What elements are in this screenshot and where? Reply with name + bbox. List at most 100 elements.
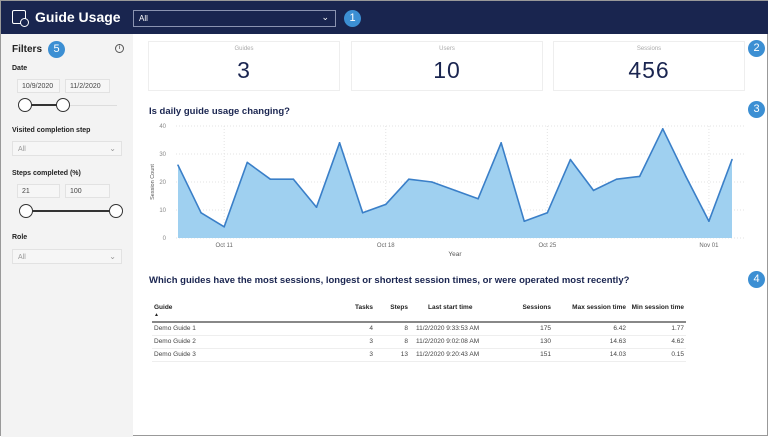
data-point bbox=[592, 189, 595, 192]
data-point bbox=[223, 226, 225, 228]
card-value: 456 bbox=[628, 57, 670, 83]
steps-max-input[interactable]: 100 bbox=[65, 184, 110, 198]
chevron-down-icon: ⌄ bbox=[321, 12, 329, 22]
chart-title: Is daily guide usage changing? bbox=[149, 106, 290, 117]
table-cell: 0.15 bbox=[628, 348, 686, 362]
visited-label: Visited completion step bbox=[12, 127, 91, 134]
steps-slider-min-handle[interactable] bbox=[19, 204, 33, 218]
col-guide[interactable]: Guide ▲ bbox=[152, 301, 345, 323]
x-tick-label: Oct 18 bbox=[377, 243, 395, 249]
visited-select[interactable]: All ⌄ bbox=[12, 141, 122, 156]
table-row[interactable]: Demo Guide 2 3 8 11/2/2020 9:02:08 AM 130 14.… bbox=[152, 335, 686, 349]
col-min-time[interactable]: Min session time bbox=[628, 301, 686, 323]
x-tick-label: Oct 25 bbox=[538, 243, 556, 249]
y-tick-label: 20 bbox=[159, 180, 166, 186]
data-point bbox=[200, 212, 202, 214]
chevron-down-icon: ⌄ bbox=[109, 252, 116, 261]
col-last-start[interactable]: Last start time bbox=[410, 301, 505, 323]
col-label: Guide bbox=[154, 304, 173, 311]
sessions-card: Sessions 456 bbox=[553, 41, 745, 91]
y-tick-label: 10 bbox=[159, 208, 166, 214]
header: Guide Usage All ⌄ bbox=[1, 1, 768, 34]
table-cell: 11/2/2020 9:02:08 AM bbox=[410, 335, 505, 349]
card-value: 10 bbox=[433, 57, 461, 83]
table-cell: 14.03 bbox=[553, 348, 628, 362]
data-point bbox=[569, 158, 572, 161]
date-slider-track bbox=[25, 105, 117, 106]
table-row[interactable]: Demo Guide 1 4 8 11/2/2020 9:33:53 AM 175 6.4… bbox=[152, 322, 686, 336]
users-card: Users 10 bbox=[351, 41, 543, 91]
data-point bbox=[731, 158, 733, 161]
data-point bbox=[269, 178, 272, 180]
filters-title: Filters bbox=[12, 44, 43, 55]
table-cell: 14.63 bbox=[553, 335, 628, 349]
col-tasks[interactable]: Tasks bbox=[345, 301, 375, 323]
visited-value: All bbox=[18, 146, 26, 153]
data-point bbox=[546, 212, 549, 214]
y-tick-label: 30 bbox=[159, 152, 166, 158]
data-point bbox=[638, 175, 641, 178]
table-cell: 8 bbox=[375, 322, 410, 336]
data-point bbox=[477, 198, 479, 200]
card-label: Guides bbox=[234, 46, 254, 52]
data-point bbox=[315, 206, 318, 208]
date-end-input[interactable]: 11/2/2020 bbox=[65, 79, 110, 93]
col-max-time[interactable]: Max session time bbox=[553, 301, 628, 323]
guides-table: Guide ▲ Tasks Steps Last start time Sessi… bbox=[152, 301, 686, 362]
table-cell: 4.62 bbox=[628, 335, 686, 349]
table-cell: 8 bbox=[375, 335, 410, 349]
date-slider-end-handle[interactable] bbox=[56, 98, 70, 112]
card-value: 3 bbox=[237, 57, 251, 83]
card-label: Sessions bbox=[636, 46, 662, 52]
data-point bbox=[292, 178, 295, 180]
steps-label: Steps completed (%) bbox=[12, 170, 81, 177]
table-title: Which guides have the most sessions, lon… bbox=[149, 275, 630, 286]
x-tick-label: Oct 11 bbox=[216, 243, 234, 249]
table-cell: 130 bbox=[505, 335, 553, 349]
y-axis-label: Session Count bbox=[150, 164, 156, 200]
badge-5: 5 bbox=[48, 41, 65, 58]
table-cell: 13 bbox=[375, 348, 410, 362]
col-sessions[interactable]: Sessions bbox=[505, 301, 553, 323]
calendar-clock-icon bbox=[12, 10, 29, 27]
data-point bbox=[431, 181, 433, 183]
col-steps[interactable]: Steps bbox=[375, 301, 410, 323]
table-cell: 151 bbox=[505, 348, 553, 362]
role-select[interactable]: All ⌄ bbox=[12, 249, 122, 264]
date-start-input[interactable]: 10/9/2020 bbox=[17, 79, 60, 93]
data-point bbox=[177, 164, 179, 166]
guide-select-value: All bbox=[139, 14, 148, 23]
data-point bbox=[361, 212, 364, 214]
table-cell: Demo Guide 2 bbox=[152, 335, 345, 349]
chevron-down-icon: ⌄ bbox=[109, 144, 116, 153]
badge-4: 4 bbox=[748, 271, 765, 288]
data-point bbox=[523, 220, 526, 222]
guide-select[interactable]: All ⌄ bbox=[133, 10, 336, 27]
table-cell: 3 bbox=[345, 335, 375, 349]
y-tick-label: 0 bbox=[163, 236, 167, 242]
y-tick-label: 40 bbox=[159, 124, 166, 130]
table-cell: 4 bbox=[345, 322, 375, 336]
table-cell: Demo Guide 1 bbox=[152, 322, 345, 336]
steps-slider-range bbox=[26, 210, 116, 212]
filters-pane: Filters 5 i Date 10/9/2020 11/2/2020 Vis… bbox=[1, 34, 133, 437]
info-icon[interactable]: i bbox=[115, 44, 124, 53]
date-slider-range bbox=[25, 104, 63, 106]
table-cell: 1.77 bbox=[628, 322, 686, 336]
date-slider-start-handle[interactable] bbox=[18, 98, 32, 112]
x-axis-label: Year bbox=[448, 251, 462, 258]
data-point bbox=[708, 220, 710, 222]
guides-card: Guides 3 bbox=[148, 41, 340, 91]
steps-slider-max-handle[interactable] bbox=[109, 204, 123, 218]
table-cell: 6.42 bbox=[553, 322, 628, 336]
data-point bbox=[246, 161, 249, 164]
steps-min-input[interactable]: 21 bbox=[17, 184, 60, 198]
data-point bbox=[500, 142, 502, 144]
app-title: Guide Usage bbox=[35, 9, 121, 25]
table-cell: 11/2/2020 9:33:53 AM bbox=[410, 322, 505, 336]
table-row[interactable]: Demo Guide 3 3 13 11/2/2020 9:20:43 AM 151 14… bbox=[152, 348, 686, 362]
badge-3: 3 bbox=[748, 101, 765, 118]
role-label: Role bbox=[12, 234, 28, 241]
data-point bbox=[384, 203, 387, 206]
